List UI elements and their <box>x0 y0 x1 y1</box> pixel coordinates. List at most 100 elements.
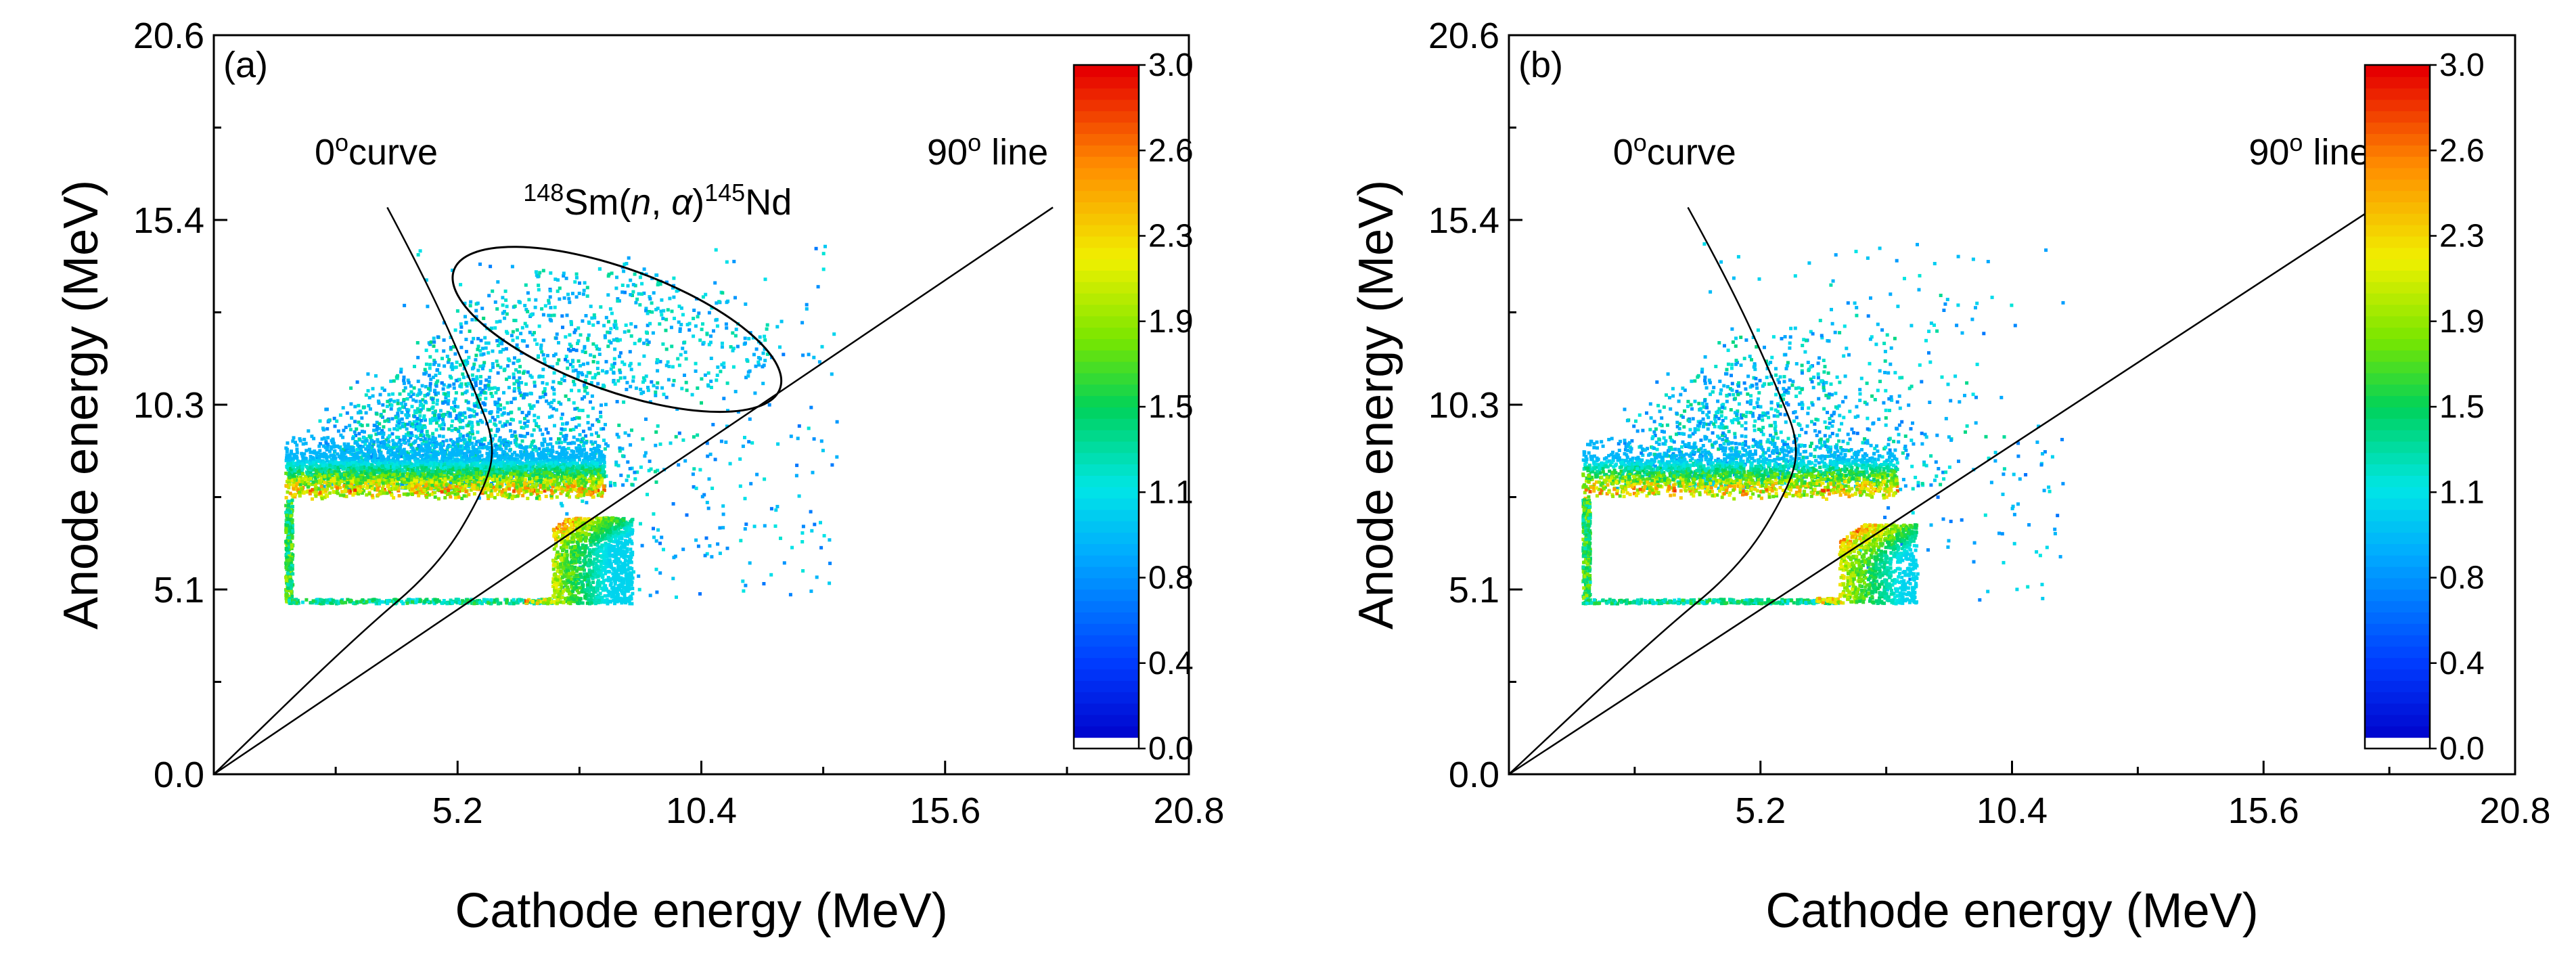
data-point <box>294 441 297 445</box>
data-point <box>626 474 630 478</box>
data-point <box>484 346 488 350</box>
data-point <box>398 464 402 468</box>
data-point <box>763 359 767 363</box>
data-point <box>654 273 658 277</box>
data-point <box>800 321 805 325</box>
data-point <box>368 442 372 446</box>
data-point <box>562 378 566 382</box>
data-point <box>563 437 567 441</box>
data-point <box>763 524 767 528</box>
data-point <box>633 284 637 288</box>
data-point <box>549 401 553 405</box>
data-point <box>813 522 817 527</box>
data-point <box>453 328 457 332</box>
data-point <box>637 574 641 578</box>
data-point <box>641 437 645 441</box>
data-point <box>679 323 683 327</box>
data-point <box>505 481 509 485</box>
data-point <box>457 378 461 382</box>
data-point <box>650 310 654 314</box>
data-point <box>440 357 444 361</box>
data-point <box>379 451 383 455</box>
data-point <box>479 338 483 342</box>
data-point <box>585 286 589 290</box>
data-point <box>603 334 607 338</box>
data-point <box>401 469 405 473</box>
data-point <box>451 419 455 423</box>
data-point <box>362 405 366 409</box>
data-point <box>439 426 443 430</box>
data-point <box>646 493 649 497</box>
data-point <box>589 400 592 404</box>
data-point <box>520 439 524 443</box>
data-point <box>438 434 442 438</box>
data-point <box>487 294 491 298</box>
data-point <box>589 440 593 444</box>
data-point <box>535 496 539 500</box>
data-point <box>428 382 432 386</box>
data-point <box>543 361 547 365</box>
data-point <box>512 382 516 386</box>
data-point <box>664 395 669 399</box>
data-point <box>725 326 729 330</box>
data-point <box>507 479 512 483</box>
data-point <box>561 326 564 330</box>
data-point <box>600 427 603 431</box>
data-point <box>600 450 604 454</box>
data-point <box>503 438 507 442</box>
data-point <box>512 418 515 422</box>
data-point <box>606 444 610 448</box>
data-point <box>378 447 382 451</box>
data-point <box>706 384 710 388</box>
data-point <box>312 437 316 441</box>
data-point <box>583 351 587 355</box>
data-point <box>648 295 652 298</box>
data-point <box>404 413 408 417</box>
data-point <box>532 404 536 408</box>
data-point <box>630 483 634 487</box>
data-point <box>687 328 692 332</box>
data-point <box>698 338 702 342</box>
data-point <box>732 259 736 263</box>
data-point <box>499 441 503 445</box>
data-point <box>498 474 502 478</box>
data-point <box>428 355 432 359</box>
data-point <box>433 388 437 393</box>
data-point <box>713 458 717 462</box>
data-point <box>518 476 522 480</box>
data-point <box>487 341 491 345</box>
data-point <box>720 345 724 349</box>
data-point <box>400 451 403 455</box>
data-point <box>464 338 468 341</box>
data-point <box>533 414 537 418</box>
data-point <box>715 301 719 305</box>
data-point <box>470 424 474 428</box>
data-point <box>348 424 352 428</box>
data-point <box>560 416 564 420</box>
data-point <box>458 363 462 367</box>
data-point <box>476 393 480 397</box>
data-point <box>583 344 587 349</box>
data-point <box>344 426 348 429</box>
data-point <box>565 512 569 516</box>
data-point <box>709 379 713 383</box>
data-point <box>584 314 588 317</box>
data-point <box>325 463 330 467</box>
data-point <box>552 371 556 375</box>
data-point <box>762 582 766 585</box>
data-point <box>646 324 650 328</box>
data-point <box>560 377 564 381</box>
data-point <box>616 464 620 468</box>
data-point <box>371 495 375 499</box>
data-point <box>319 470 323 474</box>
data-point <box>315 466 319 470</box>
data-point <box>478 262 482 266</box>
data-point <box>526 370 530 374</box>
data-point <box>711 422 715 426</box>
data-point <box>388 490 392 494</box>
data-point <box>459 458 463 462</box>
data-point <box>579 333 583 337</box>
data-point <box>577 326 581 330</box>
data-point <box>519 450 523 453</box>
data-point <box>285 450 289 454</box>
